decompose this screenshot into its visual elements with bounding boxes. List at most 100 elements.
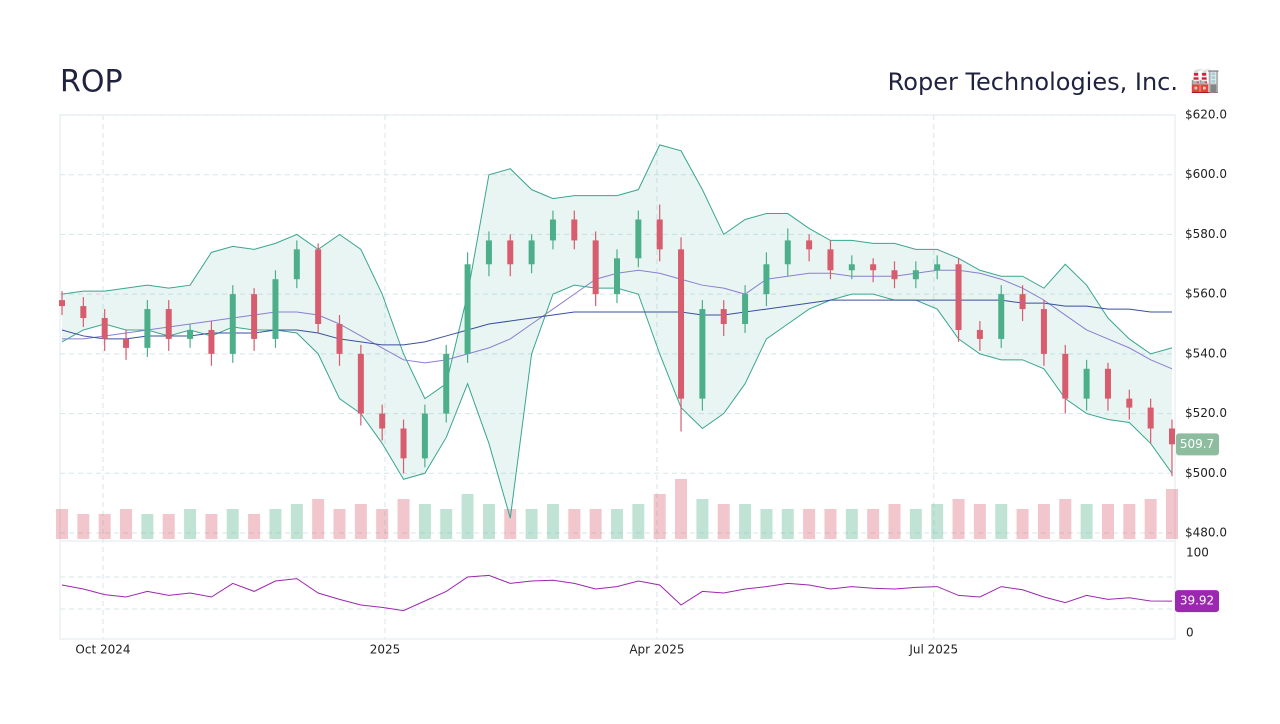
candle-body xyxy=(123,338,130,348)
y-tick-label: $500.0 xyxy=(1185,466,1227,480)
candle-body xyxy=(571,219,578,241)
candle-body xyxy=(293,249,300,280)
candle-body xyxy=(1019,294,1026,310)
candle-body xyxy=(955,264,962,330)
candle-body xyxy=(336,324,343,354)
volume-bar xyxy=(760,509,773,539)
candle-body xyxy=(784,240,791,265)
candle-body xyxy=(806,240,813,250)
volume-bar xyxy=(1123,504,1136,539)
volume-bar xyxy=(397,499,410,539)
rsi-label: 39.92 xyxy=(1180,594,1214,608)
candle-body xyxy=(464,264,471,354)
candle-body xyxy=(870,264,877,271)
candle-body xyxy=(421,413,428,459)
volume-bar xyxy=(568,509,581,539)
volume-bar xyxy=(931,504,944,539)
volume-bar xyxy=(824,509,837,539)
volume-bar xyxy=(184,509,197,539)
volume-bar xyxy=(376,509,389,539)
volume-bar xyxy=(888,504,901,539)
volume-bar xyxy=(1101,504,1114,539)
rsi-badge xyxy=(1175,590,1219,613)
y-tick-label: $480.0 xyxy=(1185,526,1227,540)
candle-body xyxy=(1104,368,1111,399)
candle-body xyxy=(144,309,151,348)
volume-bar xyxy=(248,514,261,539)
candle-body xyxy=(678,249,685,399)
moving-average xyxy=(61,299,1172,346)
volume-bar xyxy=(333,509,346,539)
candle-body xyxy=(592,240,599,295)
volume-bar xyxy=(269,509,282,539)
candle-body xyxy=(101,318,108,339)
y-tick-label: $520.0 xyxy=(1185,406,1227,420)
candle-body xyxy=(976,329,983,339)
rsi-tick-label: 0 xyxy=(1186,626,1194,640)
volume-bar xyxy=(1059,499,1072,539)
candle-body xyxy=(1169,428,1175,445)
company-name: Roper Technologies, Inc. xyxy=(888,68,1178,96)
y-tick-label: $540.0 xyxy=(1185,346,1227,360)
volume-bar xyxy=(1037,504,1050,539)
candle-body xyxy=(379,413,386,429)
band-upper xyxy=(61,144,1173,400)
volume-bar xyxy=(56,509,68,539)
candle-body xyxy=(59,300,65,307)
candle-body xyxy=(1062,353,1069,399)
candle-body xyxy=(1040,309,1047,354)
volume-bar xyxy=(98,514,111,539)
volume-bar xyxy=(867,509,880,539)
candle-body xyxy=(1147,407,1154,429)
candle-body xyxy=(80,306,87,319)
volume-bar xyxy=(696,499,709,539)
volume-bar xyxy=(482,504,495,539)
volume-bar xyxy=(611,509,623,539)
candle-body xyxy=(229,294,236,354)
x-tick-label: Oct 2024 xyxy=(75,643,130,657)
volume-bar xyxy=(354,504,367,539)
volume-bar xyxy=(141,514,154,539)
volume-bar xyxy=(781,509,794,539)
volume-bar xyxy=(525,509,538,539)
candle-body xyxy=(272,279,279,339)
candle-body xyxy=(443,353,450,414)
volume-bar xyxy=(995,504,1008,539)
candle-body xyxy=(998,294,1005,339)
volume-bar xyxy=(1016,509,1029,539)
volume-bar xyxy=(1144,499,1157,539)
volume-bar xyxy=(952,499,965,539)
volume-bar xyxy=(973,504,986,539)
candle-body xyxy=(528,240,535,265)
price-label: 509.7 xyxy=(1180,437,1214,451)
volume-bar xyxy=(418,504,431,539)
candle-body xyxy=(720,309,727,324)
candle-body xyxy=(912,270,919,280)
candle-body xyxy=(400,428,407,459)
volume-bar xyxy=(440,509,453,539)
volume-bar xyxy=(312,499,325,539)
volume-bar xyxy=(675,479,688,539)
volume-bar xyxy=(226,509,239,539)
volume-bar xyxy=(546,504,559,539)
volume-bar xyxy=(290,504,303,539)
candle-body xyxy=(891,270,898,280)
volume-bar xyxy=(653,494,666,539)
volume-bar xyxy=(162,514,175,539)
candle-body xyxy=(485,240,492,265)
y-tick-label: $620.0 xyxy=(1185,108,1227,122)
volume-bar xyxy=(1080,504,1093,539)
y-tick-label: $560.0 xyxy=(1185,287,1227,301)
volume-bar xyxy=(845,509,858,539)
candle-body xyxy=(699,309,706,399)
volume-bar xyxy=(205,514,218,539)
candle-body xyxy=(507,240,514,265)
volume-bar xyxy=(632,504,645,539)
volume-bar xyxy=(717,504,730,539)
candle-body xyxy=(1083,368,1090,399)
candle-body xyxy=(315,249,322,324)
band-fill xyxy=(62,144,1172,519)
frame xyxy=(59,114,1176,640)
y-tick-label: $600.0 xyxy=(1185,167,1227,181)
